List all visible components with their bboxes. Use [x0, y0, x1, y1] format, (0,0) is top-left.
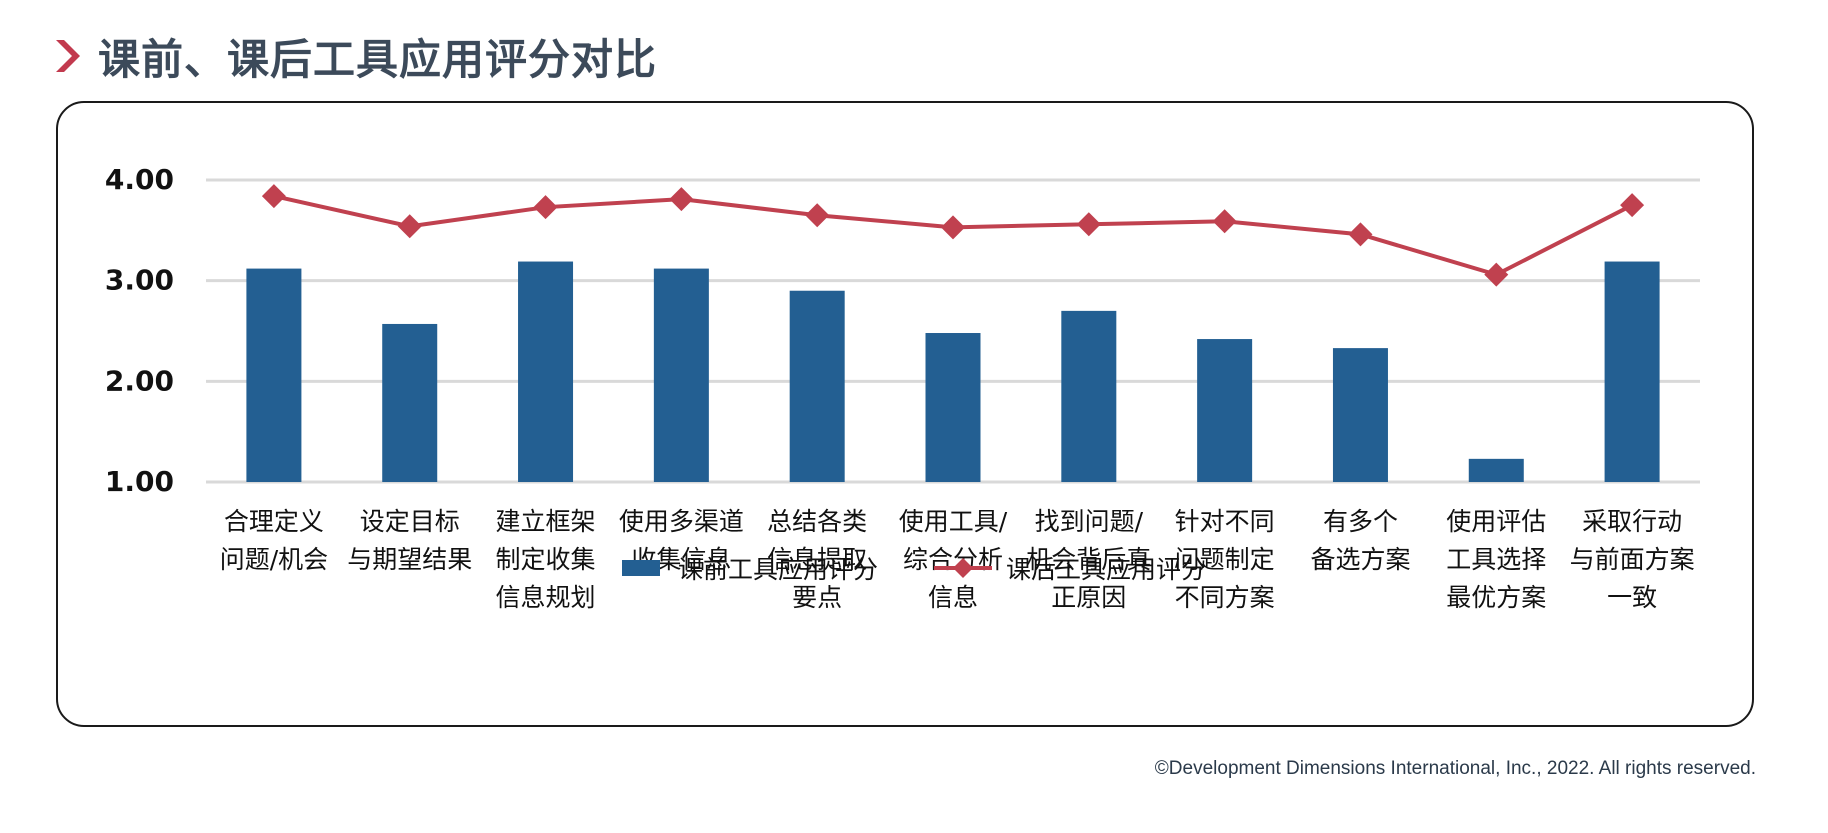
- bar: [246, 268, 302, 482]
- bar: [382, 323, 438, 482]
- legend-label-bar: 课前工具应用评分: [677, 555, 878, 584]
- legend-item-line: 课后工具应用评分: [934, 550, 1206, 586]
- category-label-line: 使用工具/: [898, 507, 1008, 536]
- category-label-line: 采取行动: [1582, 507, 1683, 536]
- category-label-line: 建立框架: [495, 507, 596, 536]
- category-label-line: 问题制定: [1174, 545, 1275, 574]
- legend-bar-swatch: [621, 560, 660, 576]
- category-label: 使用评估工具选择最优方案: [1421, 503, 1571, 617]
- category-label-line: 最优方案: [1446, 583, 1547, 612]
- legend-item-bar: 课前工具应用评分: [621, 550, 878, 586]
- line-marker: [1348, 222, 1373, 247]
- line-marker: [1212, 209, 1237, 234]
- category-label-line: 使用多渠道: [618, 507, 744, 536]
- category-label-line: 总结各类: [767, 507, 868, 536]
- category-label-line: 备选方案: [1310, 545, 1411, 574]
- category-label-line: 找到问题/: [1034, 507, 1144, 536]
- y-tick-label: 2.00: [105, 364, 174, 397]
- line-marker: [669, 187, 694, 212]
- category-label-line: 正原因: [1051, 583, 1127, 612]
- category-label: 建立框架制定收集信息规划: [471, 503, 621, 617]
- copyright-footer: ©Development Dimensions International, I…: [1154, 758, 1756, 779]
- category-label-line: 有多个: [1322, 507, 1398, 536]
- category-label-line: 一致: [1607, 583, 1658, 612]
- category-label-line: 机会背后真: [1026, 545, 1152, 574]
- legend-label-line: 课后工具应用评分: [1006, 555, 1207, 584]
- category-label: 使用多渠道 收集信息: [606, 503, 756, 579]
- bar: [1332, 348, 1388, 482]
- line-marker: [1076, 212, 1101, 237]
- bar: [1468, 458, 1524, 482]
- line-marker: [941, 215, 965, 240]
- bar: [925, 333, 981, 482]
- line-marker: [1484, 262, 1509, 287]
- legend: 课前工具应用评分 课后工具应用评分: [0, 550, 1828, 586]
- category-label-line: 与期望结果: [347, 545, 473, 574]
- bar: [1197, 339, 1253, 482]
- y-tick-label: 4.00: [105, 163, 174, 196]
- category-label: 有多个 备选方案: [1285, 503, 1435, 579]
- y-tick-label: 1.00: [105, 465, 174, 498]
- line-marker: [1620, 193, 1645, 218]
- bar: [789, 290, 845, 482]
- category-label-line: 针对不同: [1174, 507, 1275, 536]
- category-label: 找到问题/机会背后真正原因: [1014, 503, 1164, 617]
- y-tick-label: 3.00: [105, 264, 174, 297]
- bar: [518, 261, 574, 482]
- category-label-line: 使用评估: [1446, 507, 1547, 536]
- line-marker: [261, 184, 286, 209]
- bar: [653, 268, 709, 482]
- category-label: 采取行动与前面方案一致: [1557, 503, 1707, 617]
- category-label-line: 设定目标: [359, 507, 460, 536]
- category-label-line: 与前面方案: [1569, 545, 1695, 574]
- chart-card: [56, 101, 1754, 727]
- category-label-line: 信息提取: [767, 545, 868, 574]
- category-label-line: 工具选择: [1446, 545, 1547, 574]
- category-label: 设定目标 与期望结果: [335, 503, 485, 579]
- category-label-line: 信息规划: [495, 583, 596, 612]
- category-label: 合理定义问题/机会: [199, 503, 349, 579]
- category-label-line: 制定收集: [495, 545, 596, 574]
- line-marker: [805, 203, 830, 228]
- bar: [1061, 310, 1117, 482]
- category-label-line: 不同方案: [1174, 583, 1275, 612]
- chevron-right-icon: [56, 40, 80, 72]
- bar: [1604, 261, 1660, 482]
- title-row: 课前、课后工具应用评分对比: [56, 26, 657, 86]
- category-label-line: 问题/机会: [219, 545, 329, 574]
- page-title: 课前、课后工具应用评分对比: [98, 34, 658, 84]
- category-label: 针对不同问题制定不同方案: [1150, 503, 1300, 617]
- line-marker: [533, 195, 558, 220]
- category-label: 总结各类信息提取要点: [742, 503, 892, 617]
- category-label-line: 信息: [927, 583, 978, 612]
- line-marker: [397, 214, 422, 239]
- legend-line-swatch: [934, 558, 992, 578]
- category-label-line: 合理定义: [223, 507, 324, 536]
- category-label-line: 要点: [792, 583, 843, 612]
